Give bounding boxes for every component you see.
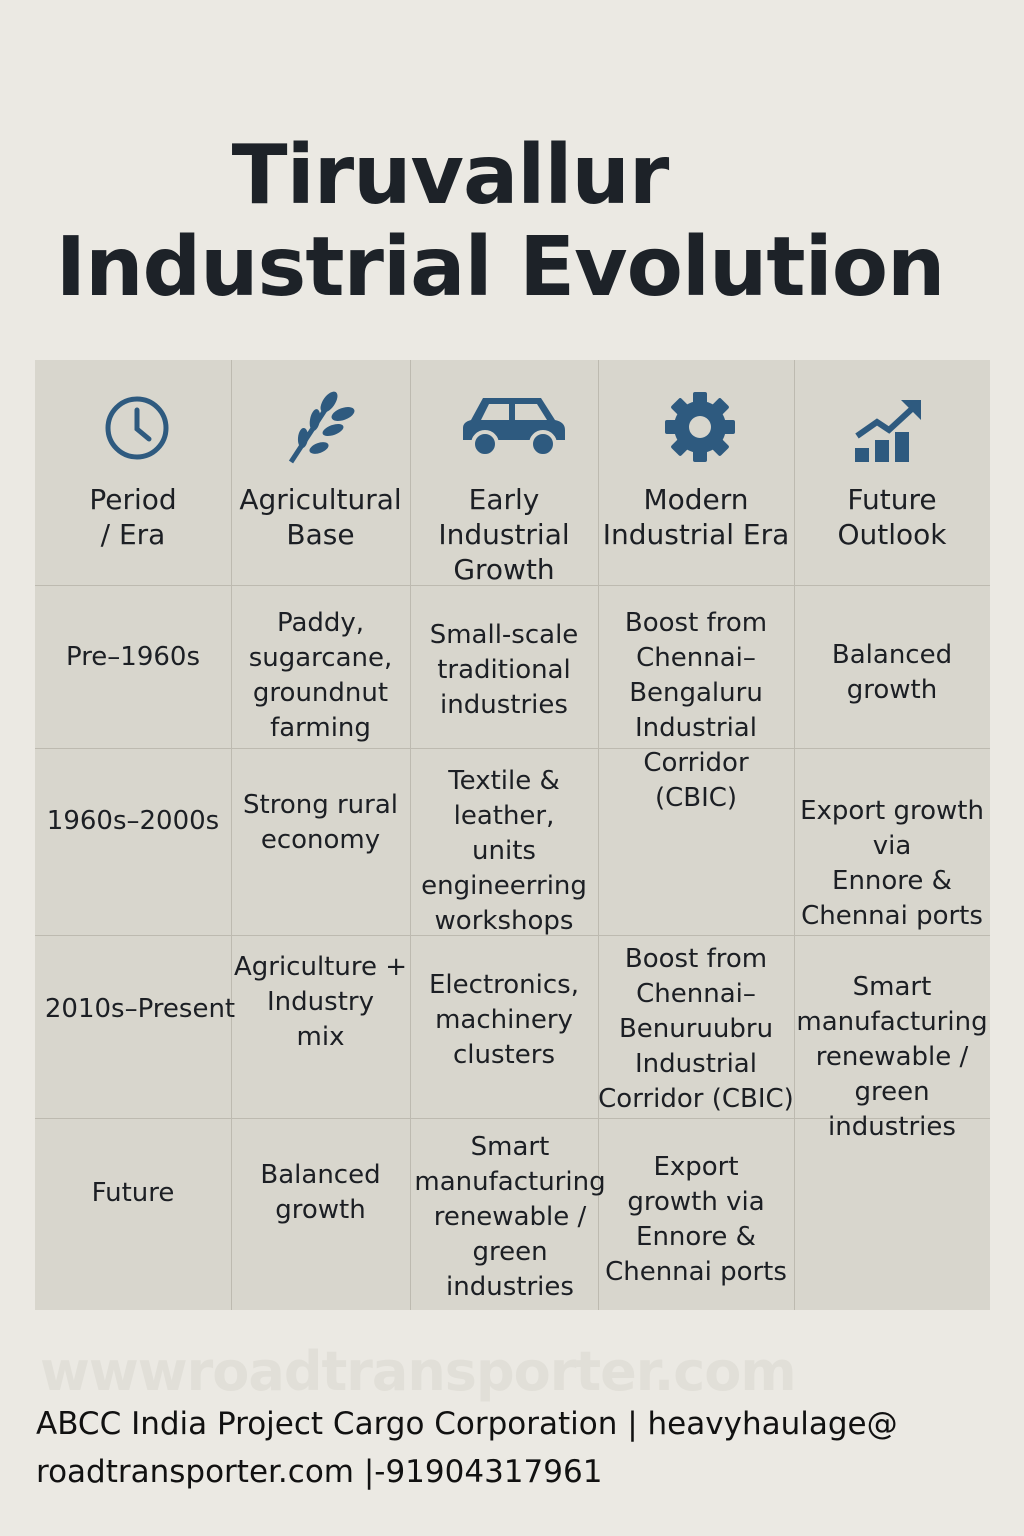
evolution-table: Period / Era Agricultural Base Early Ind… (35, 360, 990, 1310)
car-icon (463, 398, 565, 458)
cell-period: 1960s–2000s (46, 806, 220, 836)
growth-chart-icon (855, 400, 921, 462)
header-future-outlook: Future Outlook (837, 483, 947, 551)
cell: Strong rural economy (243, 790, 398, 855)
gear-icon (665, 392, 735, 462)
title-line-2: Industrial Evolution (55, 220, 946, 315)
cell-period: Future (91, 1178, 175, 1208)
footer-contact: roadtransporter.com |-91904317961 (36, 1454, 603, 1490)
cell: Smart manufacturing renewable / green in… (414, 1132, 606, 1302)
cell: Boost from Chennai– Benuruubru Industria… (598, 944, 794, 1114)
cell: Export growth via Ennore & Chennai ports (605, 1152, 787, 1287)
header-modern-industrial: Modern Industrial Era (602, 483, 790, 551)
cell-period: 2010s–Present (44, 994, 236, 1024)
cell: Electronics, machinery clusters (429, 970, 579, 1070)
cell: Export growth via Ennore & Chennai ports (800, 796, 984, 931)
cell: Paddy, sugarcane, groundnut farming (248, 608, 393, 743)
clock-icon (105, 396, 169, 460)
cell: Small-scale traditional industries (429, 620, 579, 720)
cell: Boost from Chennai– Bengaluru Industrial… (624, 608, 768, 813)
header-agricultural-base: Agricultural Base (239, 483, 402, 551)
footer-company: ABCC India Project Cargo Corporation | h… (36, 1406, 898, 1442)
cell-period: Pre–1960s (65, 642, 201, 672)
title-line-1: Tiruvallur (231, 128, 670, 223)
header-period: Period / Era (89, 483, 177, 551)
wheat-icon (288, 391, 355, 464)
cell: Textile & leather, units engineerring wo… (421, 766, 587, 936)
cell: Balanced growth (831, 640, 953, 705)
header-early-industrial: Early Industrial Growth (438, 483, 570, 586)
watermark: wwwroadtransporter.com (40, 1340, 797, 1403)
cell: Agriculture + Industry mix (233, 952, 408, 1052)
cell: Balanced growth (260, 1160, 381, 1225)
cell: Smart manufacturing renewable / green in… (796, 972, 988, 1142)
